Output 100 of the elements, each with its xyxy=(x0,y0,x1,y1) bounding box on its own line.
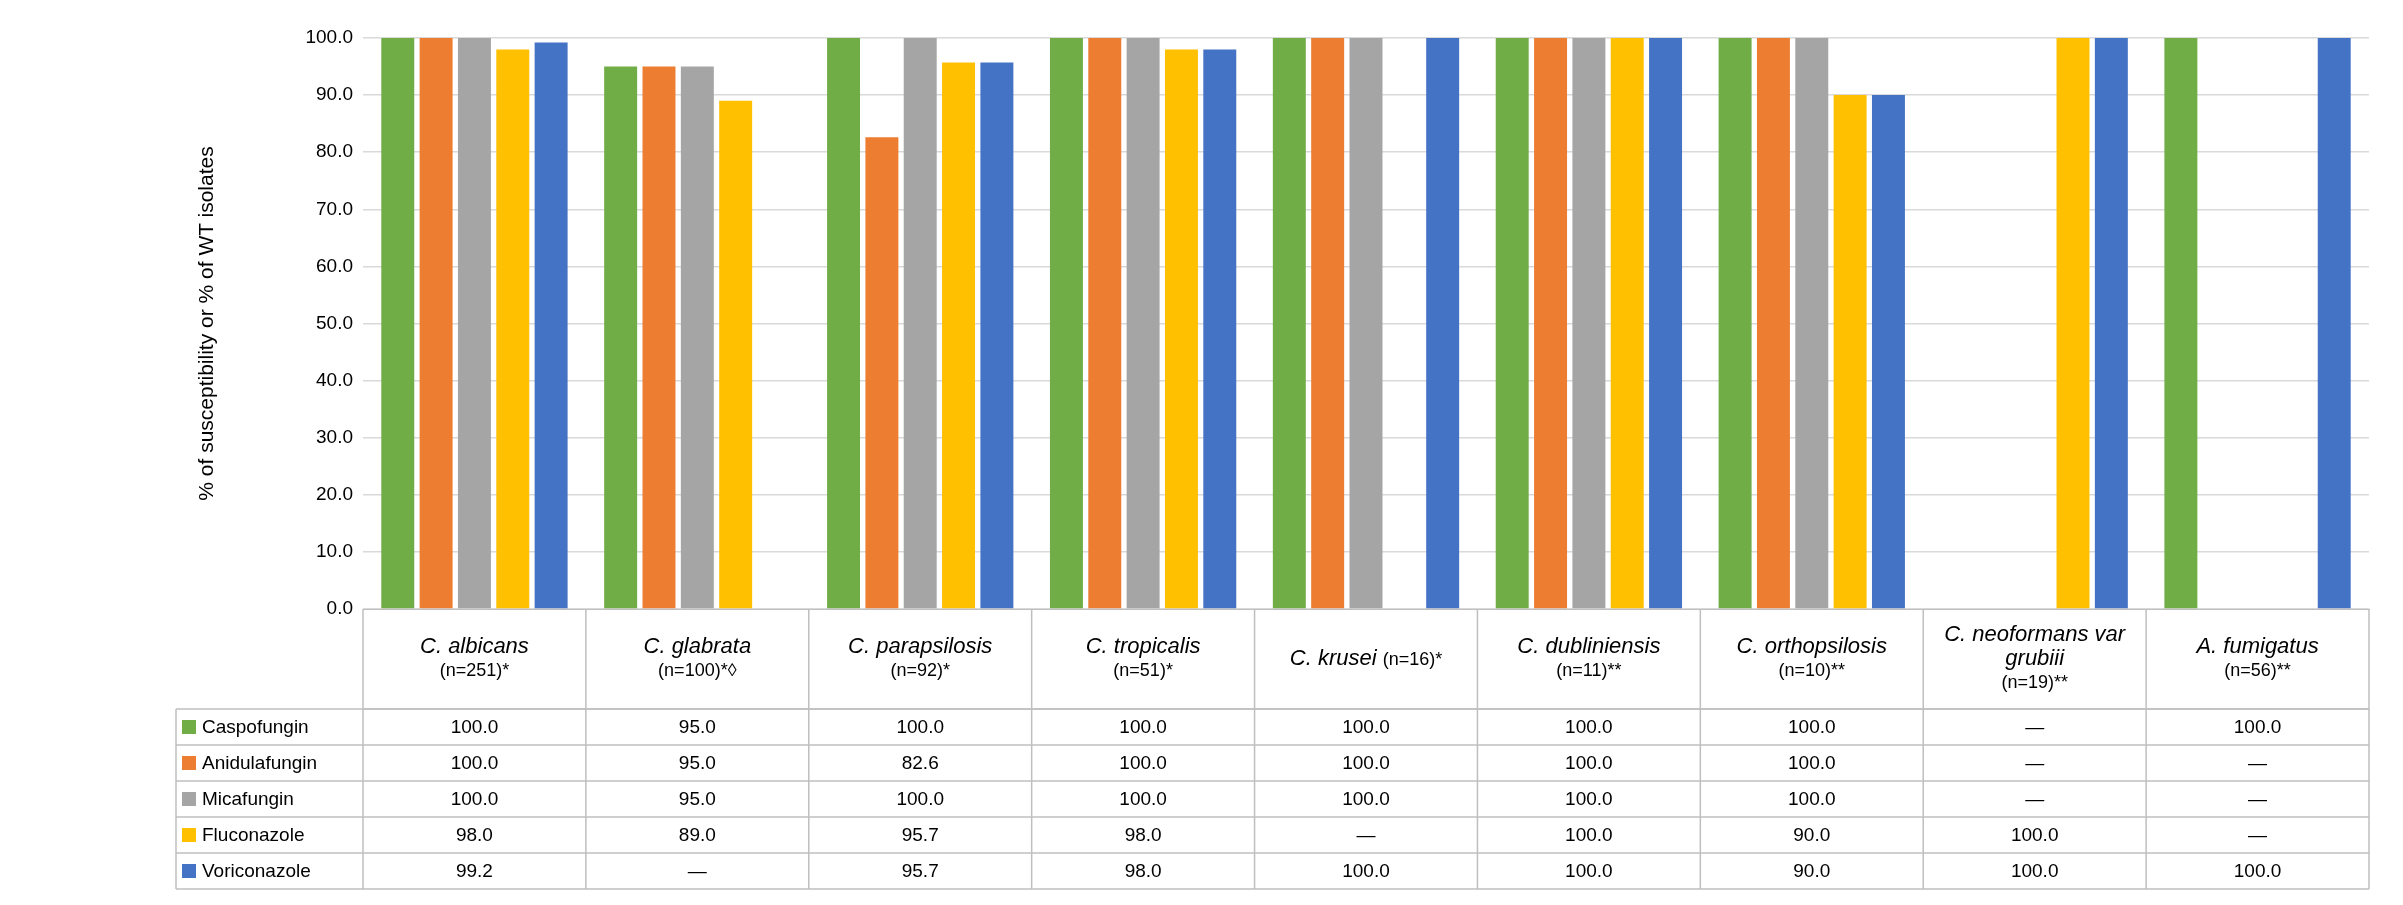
data-label: 98.0 xyxy=(1124,824,1162,846)
legend-label: Micafungin xyxy=(202,788,294,810)
x-tick-label: C. parapsilosis (n=92)* xyxy=(848,633,993,680)
data-label: 100.0 xyxy=(2010,860,2059,882)
text: — xyxy=(2025,788,2045,810)
data-label: 95.7 xyxy=(901,860,939,882)
text: — xyxy=(2248,752,2268,774)
x-tick-label: C. tropicalis (n=51)* xyxy=(1085,633,1201,680)
y-tick-label: 40.0 xyxy=(316,368,353,390)
data-label: 100.0 xyxy=(1565,860,1613,882)
bar xyxy=(1718,38,1752,609)
y-tick-label: 50.0 xyxy=(316,311,353,333)
bar xyxy=(419,38,453,609)
bar xyxy=(534,42,568,609)
data-label: 89.0 xyxy=(678,824,716,846)
text: — xyxy=(1356,824,1376,846)
y-tick-label: 60.0 xyxy=(316,254,353,276)
legend-label: Fluconazole xyxy=(202,824,305,846)
text: — xyxy=(2025,752,2045,774)
bar xyxy=(865,137,899,609)
bar xyxy=(1610,38,1644,609)
data-label: 100.0 xyxy=(450,788,499,810)
legend-label: Anidulafungin xyxy=(202,752,318,774)
bar xyxy=(1495,38,1529,609)
bar xyxy=(903,38,937,609)
data-label: 90.0 xyxy=(1793,824,1831,846)
data-label: 100.0 xyxy=(1565,752,1613,774)
data-label: 100.0 xyxy=(1342,788,1390,810)
x-tick-label: A. fumigatus (n=56)** xyxy=(2194,633,2319,680)
y-axis-title: % of susceptibility or % of WT isolates xyxy=(194,146,218,501)
data-label: 100.0 xyxy=(1565,824,1613,846)
y-tick-label: 0.0 xyxy=(326,597,353,619)
legend-label: Caspofungin xyxy=(202,716,309,738)
data-label: 95.0 xyxy=(678,788,716,810)
data-label: 100.0 xyxy=(1565,788,1613,810)
bar xyxy=(1649,38,1683,609)
bar xyxy=(1572,38,1606,609)
data-label: 98.0 xyxy=(1124,860,1162,882)
data-label: 100.0 xyxy=(896,716,944,738)
x-tick-label: C. glabrata (n=100)*◊ xyxy=(643,633,752,680)
bar xyxy=(604,66,638,609)
data-label: 100.0 xyxy=(1342,860,1390,882)
bar xyxy=(1203,49,1237,609)
bar xyxy=(1311,38,1345,609)
data-label: 100.0 xyxy=(1788,752,1836,774)
bar xyxy=(942,62,976,609)
data-label: 100.0 xyxy=(2233,860,2282,882)
data-label: 100.0 xyxy=(2010,824,2059,846)
bar xyxy=(980,62,1014,609)
data-label: 100.0 xyxy=(1342,716,1390,738)
data-label: 99.2 xyxy=(455,860,493,882)
data-label: 100.0 xyxy=(896,788,944,810)
x-tick-label: C. albicans (n=251)* xyxy=(420,633,529,680)
y-tick-label: 70.0 xyxy=(316,197,353,219)
bar xyxy=(827,38,861,609)
data-label: 95.7 xyxy=(901,824,939,846)
text: — xyxy=(2248,788,2268,810)
bar xyxy=(680,66,714,609)
x-tick-label: C. dubliniensis (n=11)** xyxy=(1517,633,1661,680)
bar xyxy=(2056,38,2090,609)
bar xyxy=(1272,38,1306,609)
x-tick-label: C. krusei (n=16)* xyxy=(1289,645,1443,671)
data-label: 100.0 xyxy=(1119,788,1167,810)
data-label: 95.0 xyxy=(678,716,716,738)
text: — xyxy=(2025,716,2045,738)
bar xyxy=(2164,38,2198,609)
y-tick-label: 30.0 xyxy=(316,425,353,447)
y-tick-label: 90.0 xyxy=(316,83,353,105)
data-label: 100.0 xyxy=(1788,788,1836,810)
data-label: 100.0 xyxy=(1565,716,1613,738)
y-tick-label: 100.0 xyxy=(305,26,353,48)
bar xyxy=(457,38,491,609)
bar xyxy=(719,100,753,609)
bar xyxy=(1349,38,1383,609)
data-label: 100.0 xyxy=(1788,716,1836,738)
data-label: 82.6 xyxy=(901,752,939,774)
data-label: 100.0 xyxy=(1342,752,1390,774)
text: — xyxy=(2248,824,2268,846)
bar xyxy=(2317,38,2351,609)
legend-label: Voriconazole xyxy=(202,860,311,882)
data-label: 100.0 xyxy=(450,716,499,738)
x-tick-label: C. neoformans var grubiii (n=19)** xyxy=(1944,621,2127,692)
bar xyxy=(1534,38,1568,609)
data-label: 90.0 xyxy=(1793,860,1831,882)
bar xyxy=(1126,38,1160,609)
bar xyxy=(1795,38,1829,609)
bar xyxy=(1088,38,1122,609)
bar xyxy=(2094,38,2128,609)
data-label: 95.0 xyxy=(678,752,716,774)
data-label: 98.0 xyxy=(455,824,493,846)
data-label: 100.0 xyxy=(1119,716,1167,738)
bar xyxy=(642,66,676,609)
y-tick-label: 20.0 xyxy=(316,483,353,505)
bar xyxy=(1049,38,1083,609)
data-label: 100.0 xyxy=(2233,716,2282,738)
bar xyxy=(1426,38,1460,609)
bar xyxy=(496,49,530,609)
bar xyxy=(1833,95,1867,609)
data-label: 100.0 xyxy=(450,752,499,774)
bar xyxy=(381,38,415,609)
